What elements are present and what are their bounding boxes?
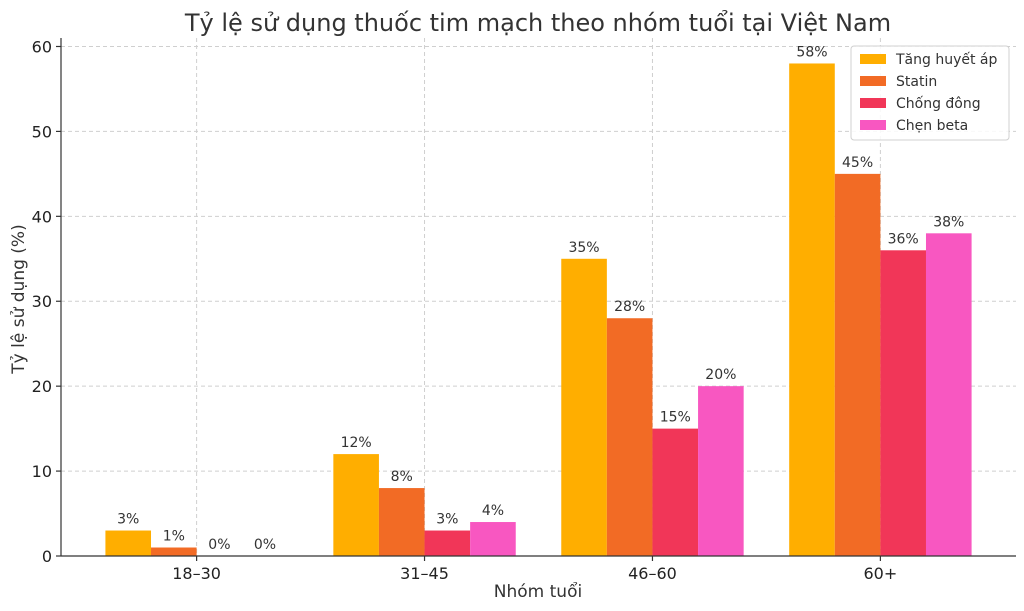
bar-value-label: 38% <box>933 214 964 230</box>
legend-label: Chống đông <box>896 95 981 112</box>
bar <box>151 547 197 556</box>
x-axis-label: Nhóm tuổi <box>494 581 582 602</box>
legend-label: Chẹn beta <box>896 118 968 134</box>
bar-value-label: 35% <box>568 240 599 256</box>
bar-value-label: 20% <box>705 367 736 383</box>
legend-swatch <box>860 120 886 130</box>
bar <box>424 530 471 556</box>
bar <box>880 250 926 556</box>
y-tick-label: 30 <box>32 292 52 311</box>
x-tick-label: 46–60 <box>628 564 677 583</box>
x-tick-label: 31–45 <box>400 564 449 583</box>
y-tick-label: 20 <box>32 377 52 396</box>
legend: Tăng huyết áp Statin Chống đông Chẹn beta <box>850 45 1010 141</box>
bar <box>105 530 152 556</box>
x-tick-label: 60+ <box>864 564 898 583</box>
data-labels: 3% 12% 35% 58% 1% 8% 28% 45% 0% 3% 15% 36% 0% 4% 20% 38… <box>117 44 964 553</box>
chart-title: Tỷ lệ sử dụng thuốc tim mạch theo nhóm t… <box>184 9 891 37</box>
bar <box>378 488 425 556</box>
legend-swatch <box>860 76 886 86</box>
bars <box>105 63 972 557</box>
y-axis-label: Tỷ lệ sử dụng (%) <box>9 224 29 374</box>
bar-value-label: 0% <box>254 537 276 553</box>
bar <box>470 522 516 556</box>
bar-value-label: 1% <box>163 529 185 545</box>
bar-value-label: 3% <box>117 512 139 528</box>
bar <box>834 173 881 557</box>
y-tick-label: 50 <box>32 122 52 141</box>
bar <box>652 428 699 556</box>
bar <box>606 318 653 556</box>
bar-value-label: 12% <box>341 435 372 451</box>
bar-value-label: 15% <box>660 410 691 426</box>
bar-value-label: 4% <box>482 503 504 519</box>
bar-value-label: 58% <box>796 44 827 60</box>
legend-label: Tăng huyết áp <box>895 51 998 68</box>
y-tick-label: 40 <box>32 207 52 226</box>
legend-frame <box>850 45 1010 141</box>
axes: 0 10 20 30 40 50 60 18–30 31–45 46–60 60+ <box>32 37 1016 583</box>
bar <box>561 258 607 556</box>
bar-value-label: 45% <box>842 155 873 171</box>
legend-swatch <box>860 98 886 108</box>
bar <box>698 386 744 556</box>
bar-value-label: 28% <box>614 299 645 315</box>
bar <box>789 63 835 557</box>
y-tick-label: 0 <box>42 547 52 566</box>
y-tick-label: 10 <box>32 462 52 481</box>
legend-swatch <box>860 54 886 64</box>
y-tick-label: 60 <box>32 37 52 56</box>
bar-value-label: 8% <box>391 469 413 485</box>
bar-value-label: 36% <box>888 231 919 247</box>
bar-value-label: 0% <box>208 537 230 553</box>
x-tick-label: 18–30 <box>172 564 221 583</box>
bar-value-label: 3% <box>436 512 458 528</box>
bar <box>925 233 972 557</box>
legend-label: Statin <box>896 74 937 90</box>
bar <box>333 454 379 556</box>
